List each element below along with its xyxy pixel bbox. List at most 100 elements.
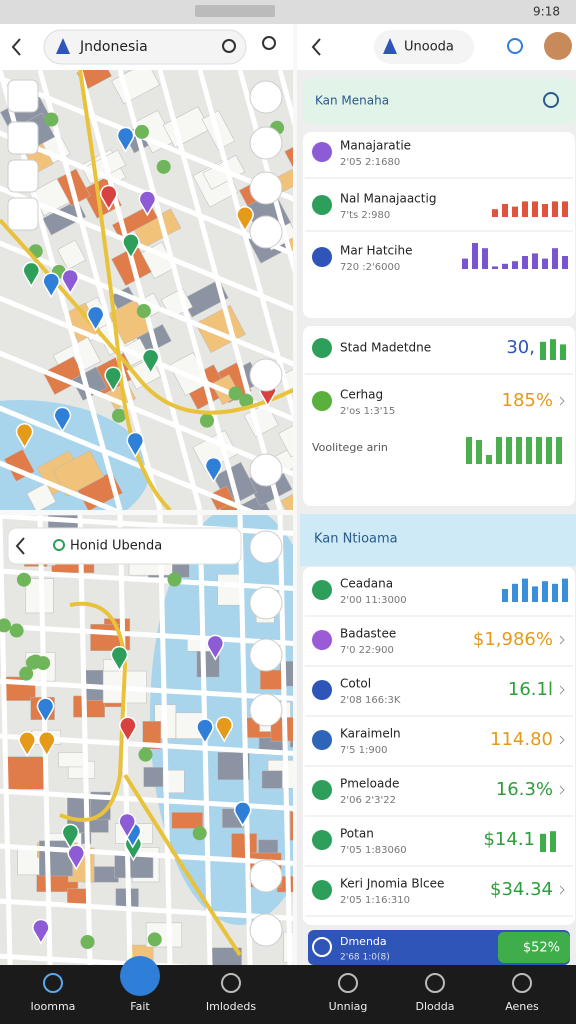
search-icon[interactable] — [543, 92, 559, 108]
nav-primary-button[interactable] — [120, 956, 160, 996]
building — [142, 721, 162, 750]
map-pin[interactable] — [119, 716, 137, 743]
map-tool-button[interactable] — [7, 121, 39, 155]
map-pin[interactable] — [196, 718, 214, 745]
row-name[interactable]: Pmeloade — [340, 777, 399, 791]
row-icon — [312, 680, 332, 700]
back-button[interactable] — [11, 38, 21, 56]
back-button[interactable] — [311, 38, 321, 56]
map-pin[interactable] — [86, 305, 105, 332]
map-pin[interactable] — [206, 634, 225, 661]
map-pin[interactable] — [42, 272, 61, 299]
map-action-button[interactable] — [249, 80, 283, 114]
search-icon[interactable] — [222, 39, 236, 53]
bar — [492, 266, 498, 269]
map-pin[interactable] — [22, 261, 41, 288]
row-name[interactable]: Ceadana — [340, 577, 393, 591]
row-name[interactable]: Badastee — [340, 627, 396, 641]
map-tool-button[interactable] — [7, 159, 39, 193]
row-name[interactable]: Mar Hatcihe — [340, 244, 412, 258]
search-text: Jndonesia — [79, 39, 148, 55]
bar — [472, 243, 478, 269]
chevron — [559, 685, 565, 695]
map-pin[interactable] — [236, 206, 254, 233]
map-action-button[interactable] — [249, 358, 283, 392]
map-pin[interactable] — [122, 233, 140, 260]
nav-label[interactable]: Aenes — [505, 1000, 539, 1013]
map-tool-button[interactable] — [7, 197, 39, 231]
tree — [0, 618, 11, 633]
map-pin[interactable] — [100, 184, 118, 211]
map-pin[interactable] — [104, 366, 122, 393]
map-pin[interactable] — [233, 801, 252, 828]
map-pin[interactable] — [110, 645, 129, 673]
map-action-button[interactable] — [249, 453, 283, 487]
row-name[interactable]: Nal Manajaactig — [340, 192, 436, 206]
map-pin[interactable] — [18, 731, 36, 758]
map-tool-button[interactable] — [7, 79, 39, 113]
map-pin[interactable] — [61, 823, 80, 850]
nav-label[interactable]: Imlodeds — [206, 1000, 256, 1013]
road — [197, 70, 293, 421]
bar — [522, 578, 528, 602]
row-name[interactable]: Cotol — [340, 677, 371, 691]
row-name[interactable]: Dmenda — [340, 935, 387, 948]
back-button[interactable] — [15, 537, 25, 555]
map-pin[interactable] — [141, 348, 160, 375]
map-pin[interactable] — [61, 268, 79, 295]
road — [77, 70, 203, 510]
profile-icon[interactable] — [262, 36, 276, 50]
map-pin[interactable] — [32, 918, 50, 945]
map-pin[interactable] — [36, 697, 55, 724]
map-pin[interactable] — [118, 812, 136, 839]
row-name[interactable]: Stad Madetdne — [340, 341, 431, 355]
row-name[interactable]: Karaimeln — [340, 727, 401, 741]
nav-icon[interactable] — [425, 973, 445, 993]
map-pin[interactable] — [38, 731, 56, 758]
nav-icon[interactable] — [338, 973, 358, 993]
map-pin[interactable] — [67, 844, 85, 871]
search-box[interactable] — [43, 29, 247, 65]
nav-label[interactable]: Ioomma — [31, 1000, 76, 1013]
tree — [36, 656, 51, 671]
nav-label[interactable]: Fait — [130, 1000, 150, 1013]
row-name[interactable]: Potan — [340, 827, 374, 841]
tree — [199, 413, 214, 428]
bar — [556, 437, 562, 464]
map-action-button[interactable] — [249, 913, 283, 947]
bar — [542, 204, 548, 217]
avatar[interactable] — [544, 32, 572, 60]
building — [261, 770, 283, 789]
nav-icon[interactable] — [221, 973, 241, 993]
map-bottom — [0, 515, 293, 965]
search-box[interactable] — [7, 527, 242, 565]
panel-title: Kan Ntioama — [314, 532, 398, 547]
map-pin[interactable] — [215, 716, 233, 743]
map-action-button[interactable] — [249, 530, 283, 564]
nav-icon[interactable] — [512, 973, 532, 993]
map-pin[interactable] — [53, 406, 72, 433]
map-action-button[interactable] — [249, 638, 283, 672]
map-action-button[interactable] — [249, 171, 283, 205]
row-name[interactable]: Keri Jnomia Blcee — [340, 877, 444, 891]
map-pin[interactable] — [204, 456, 223, 484]
chevron — [559, 635, 565, 645]
map-action-button[interactable] — [249, 215, 283, 249]
map-action-button[interactable] — [249, 586, 283, 620]
map-action-button[interactable] — [249, 693, 283, 727]
map-pin[interactable] — [138, 190, 157, 217]
row-name[interactable]: Cerhag — [340, 388, 383, 402]
row-name[interactable]: Manajaratie — [340, 139, 411, 153]
tree — [80, 934, 95, 949]
nav-icon[interactable] — [43, 973, 63, 993]
nav-label[interactable]: Dlodda — [416, 1000, 455, 1013]
row-value: 114.80 — [490, 729, 553, 750]
nav-label[interactable]: Unniag — [329, 1000, 368, 1013]
map-pin[interactable] — [126, 431, 145, 458]
bar — [476, 440, 482, 464]
map-action-button[interactable] — [249, 859, 283, 893]
map-pin[interactable] — [15, 423, 34, 450]
map-action-button[interactable] — [249, 126, 283, 160]
filter-icon[interactable] — [507, 38, 523, 54]
map-pin[interactable] — [116, 126, 135, 153]
